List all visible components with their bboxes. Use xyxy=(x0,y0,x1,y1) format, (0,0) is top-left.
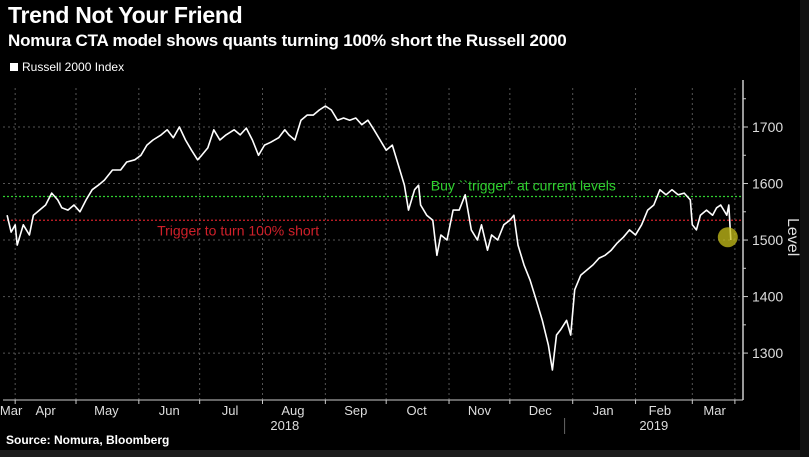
x-tick-label: Jul xyxy=(222,403,239,418)
y-tick-label: 1500 xyxy=(752,232,783,248)
annotation-label: Buy ``trigger'' at current levels xyxy=(431,178,616,194)
source-note: Source: Nomura, Bloomberg xyxy=(6,433,170,447)
legend: Russell 2000 Index xyxy=(10,60,124,74)
x-tick-label: Apr xyxy=(35,403,56,418)
x-tick-label: Feb xyxy=(649,403,671,418)
x-tick-label: Mar xyxy=(703,403,726,418)
x-tick-label: Jun xyxy=(159,403,180,418)
x-tick-label: Mar xyxy=(0,403,23,418)
legend-swatch xyxy=(10,63,18,71)
x-tick-label: Jan xyxy=(593,403,614,418)
y-tick-label: 1300 xyxy=(752,345,783,361)
y-tick-label: 1600 xyxy=(752,176,783,192)
legend-label: Russell 2000 Index xyxy=(22,60,125,74)
annotation-label: Trigger to turn 100% short xyxy=(157,222,319,238)
footer-bar xyxy=(0,450,809,457)
x-tick-label: Sep xyxy=(344,403,367,418)
series-line-russell-2000 xyxy=(6,105,732,371)
right-edge-bar xyxy=(800,0,809,457)
highlight-marker xyxy=(717,227,738,248)
x-tick-label: Oct xyxy=(406,403,427,418)
chart-subtitle: Nomura CTA model shows quants turning 10… xyxy=(8,31,567,50)
y-axis-label: Level xyxy=(784,218,801,256)
x-tick-label: Aug xyxy=(281,403,304,418)
year-label: 2018 xyxy=(270,418,299,433)
year-label: 2019 xyxy=(639,418,668,433)
x-tick-label: May xyxy=(94,403,119,418)
y-tick-label: 1400 xyxy=(752,289,783,305)
x-tick-label: Dec xyxy=(529,403,553,418)
x-tick-label: Nov xyxy=(468,403,492,418)
chart-title: Trend Not Your Friend xyxy=(8,2,243,28)
y-tick-label: 1700 xyxy=(752,119,783,135)
